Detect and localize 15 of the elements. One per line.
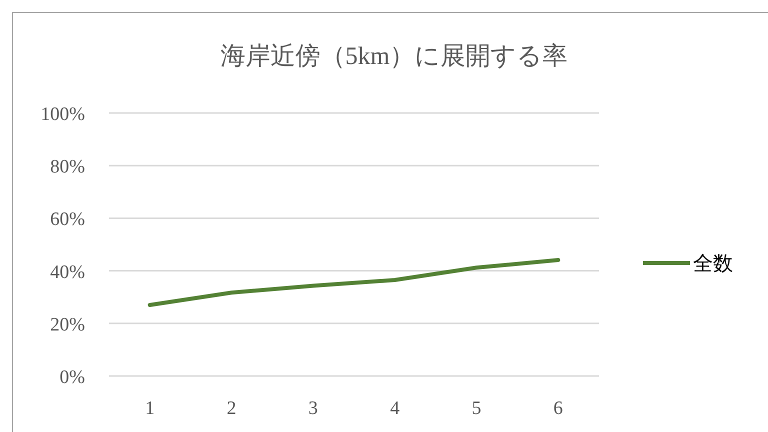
legend-label: 全数 (693, 253, 733, 275)
x-tick-label: 3 (308, 398, 318, 419)
line-series (148, 258, 560, 307)
x-tick-label: 6 (553, 398, 563, 419)
y-tick-label: 0% (60, 367, 86, 388)
x-tick-label: 4 (390, 398, 400, 419)
x-tick-label: 1 (145, 398, 155, 419)
y-tick-label: 40% (50, 262, 86, 283)
y-tick-label: 20% (50, 314, 86, 336)
x-tick-label: 5 (472, 398, 482, 419)
chart-title: 海岸近傍（5km）に展開する率 (220, 42, 568, 70)
y-tick-label: 80% (50, 156, 86, 178)
y-tick-label: 60% (50, 209, 86, 230)
x-tick-label: 2 (226, 398, 236, 419)
y-tick-label: 100% (40, 104, 86, 125)
